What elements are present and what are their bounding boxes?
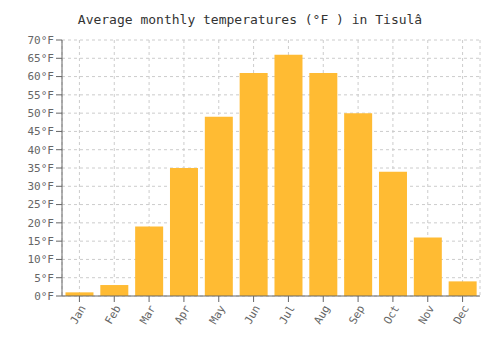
svg-text:55°F: 55°F	[28, 89, 55, 102]
svg-text:Sep: Sep	[346, 303, 367, 327]
svg-text:30°F: 30°F	[28, 180, 55, 193]
html-text:Average monthly temperatures (: Average monthly temperatures (°F ) in Ti…	[77, 12, 423, 27]
svg-text:50°F: 50°F	[28, 107, 55, 120]
svg-text:65°F: 65°F	[28, 52, 55, 65]
svg-text:15°F: 15°F	[28, 235, 55, 248]
svg-text:Feb: Feb	[102, 303, 123, 327]
svg-text:May: May	[207, 303, 228, 327]
svg-text:Apr: Apr	[172, 303, 193, 327]
svg-text:20°F: 20°F	[28, 217, 55, 230]
svg-text:Oct: Oct	[381, 303, 402, 327]
svg-text:5°F: 5°F	[34, 272, 54, 285]
svg-text:40°F: 40°F	[28, 144, 55, 157]
svg-text:10°F: 10°F	[28, 253, 55, 266]
svg-text:Aug: Aug	[311, 303, 332, 327]
svg-text:25°F: 25°F	[28, 198, 55, 211]
svg-text:35°F: 35°F	[28, 162, 55, 175]
svg-text:Jul: Jul	[277, 303, 298, 327]
svg-text:Jun: Jun	[242, 303, 263, 327]
svg-text:70°F: 70°F	[28, 34, 55, 47]
svg-text:Mar: Mar	[137, 303, 158, 327]
svg-text:Dec: Dec	[451, 303, 472, 327]
svg-text:Jan: Jan	[68, 303, 89, 327]
svg-text:45°F: 45°F	[28, 125, 55, 138]
svg-text:60°F: 60°F	[28, 70, 55, 83]
svg-text:Nov: Nov	[416, 303, 437, 327]
svg-text:0°F: 0°F	[34, 290, 54, 303]
